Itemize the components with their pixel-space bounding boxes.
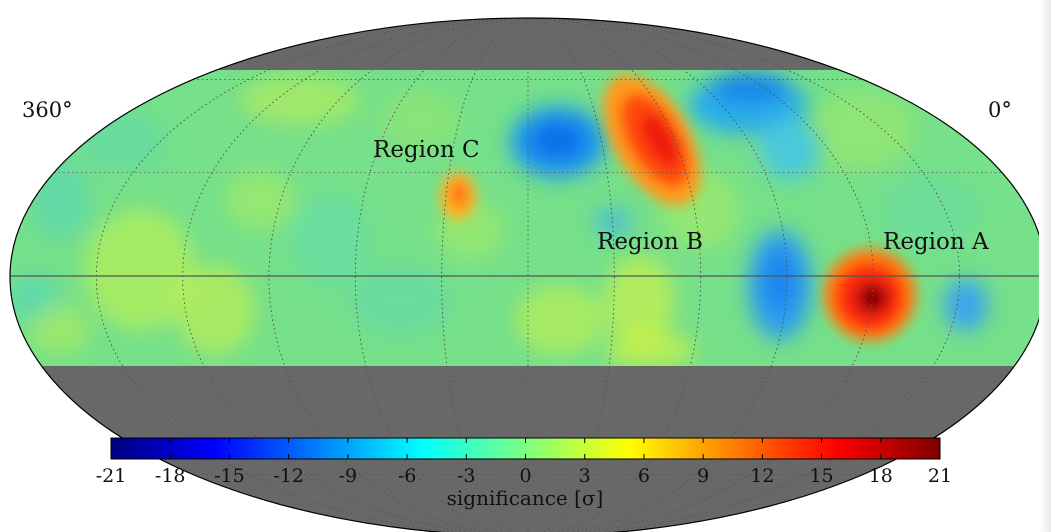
colorbar-tick-label: 18 — [869, 465, 893, 487]
colorbar-ticks: -21 -18 -15 -12 -9 -6 -3 0 3 6 9 12 15 18 21 — [96, 438, 952, 487]
colorbar-label: significance [σ] — [447, 486, 604, 510]
colorbar-tick-label: -18 — [155, 465, 186, 487]
deficit-spot-3 — [760, 120, 820, 180]
colorbar-tick-label: -12 — [273, 465, 304, 487]
longitude-label-left: 360° — [22, 98, 73, 122]
deficit-spots — [510, 72, 988, 340]
meridian-line — [354, 18, 702, 532]
colorbar-tick-label: 15 — [809, 465, 833, 487]
meridian-line — [95, 18, 961, 532]
colorbar-tick-label: -21 — [96, 465, 127, 487]
region-c-label: Region C — [373, 137, 480, 163]
meridian-line — [441, 18, 615, 532]
colorbar-tick-label: 6 — [638, 465, 650, 487]
deficit-spot-6 — [595, 208, 631, 236]
background-texture — [10, 75, 980, 366]
meridian-line — [182, 18, 874, 532]
graticule — [54, 18, 1002, 532]
meridian-line — [268, 18, 788, 532]
region-b-label: Region B — [597, 229, 703, 255]
colorbar-tick-label: 12 — [750, 465, 774, 487]
colorbar-tick-label: 0 — [519, 465, 531, 487]
colorbar-tick-label: 21 — [928, 465, 952, 487]
colorbar-tick-label: -9 — [339, 465, 358, 487]
deficit-spot-5 — [944, 279, 988, 331]
page-edge — [1039, 0, 1051, 532]
significance-band — [10, 70, 1046, 366]
colorbar-tick-label: -3 — [457, 465, 476, 487]
region-a-label: Region A — [883, 229, 989, 255]
colorbar-tick-label: 9 — [697, 465, 709, 487]
colorbar-tick-label: -6 — [398, 465, 417, 487]
colorbar-tick-label: -15 — [214, 465, 245, 487]
longitude-label-right: 0° — [988, 98, 1012, 122]
colorbar-tick-label: 3 — [579, 465, 591, 487]
